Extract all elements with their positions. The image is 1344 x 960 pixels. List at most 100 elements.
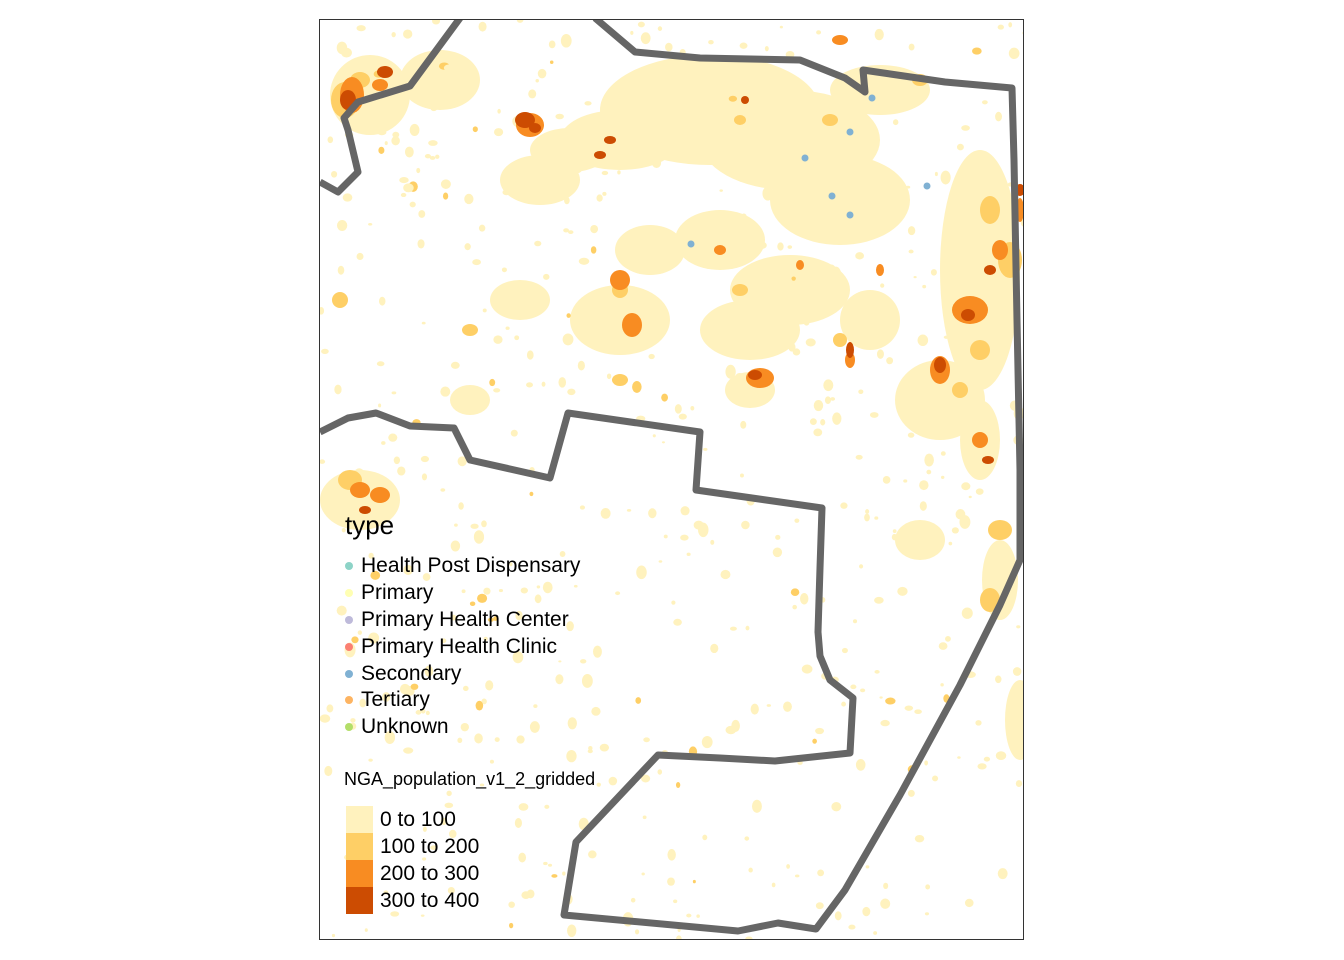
map-canvas[interactable] <box>320 20 1024 940</box>
population-cell <box>864 154 870 158</box>
population-cell <box>883 882 889 890</box>
population-cell <box>490 280 550 320</box>
population-cell <box>421 321 426 325</box>
population-cell <box>658 255 669 262</box>
population-cell <box>529 491 534 497</box>
population-cell <box>796 260 804 270</box>
population-cell <box>748 328 753 334</box>
population-cell <box>728 95 738 102</box>
population-cell <box>320 459 326 464</box>
population-cell <box>404 146 414 158</box>
population-cell <box>516 735 525 744</box>
population-cell <box>815 727 824 735</box>
population-cell <box>840 290 900 350</box>
population-cell <box>764 45 769 52</box>
population-cell <box>487 617 494 622</box>
population-cell <box>940 451 946 456</box>
population-cell <box>451 614 457 621</box>
population-cell <box>641 80 648 86</box>
population-cell <box>630 897 636 903</box>
population-cell <box>882 476 891 484</box>
population-cell <box>562 333 574 346</box>
population-cell <box>611 301 620 312</box>
population-cell <box>529 123 541 133</box>
pop-300-400-swatch <box>346 887 373 914</box>
population-cell <box>720 569 731 580</box>
population-cell <box>961 607 973 619</box>
population-cell <box>378 146 385 154</box>
population-cell <box>802 121 812 134</box>
population-cell <box>577 360 585 371</box>
population-cell <box>494 737 500 742</box>
population-cell <box>430 845 438 850</box>
population-cell <box>977 763 987 770</box>
population-cell <box>587 749 593 754</box>
population-cell <box>841 138 847 145</box>
population-cell <box>558 377 567 388</box>
population-cell <box>536 585 541 589</box>
population-cell <box>604 136 616 144</box>
population-cell <box>1005 680 1023 760</box>
population-cell <box>472 259 481 266</box>
population-cell <box>980 196 1000 224</box>
population-cell <box>879 696 883 699</box>
secondary-dot-icon <box>345 670 353 678</box>
population-cell <box>483 636 488 641</box>
population-cell <box>740 473 744 478</box>
population-cell <box>698 522 709 538</box>
population-cell <box>685 224 690 228</box>
population-cell <box>493 388 501 393</box>
population-cell <box>428 140 438 146</box>
population-cell <box>377 129 387 136</box>
population-cell <box>635 697 642 704</box>
population-cell <box>392 131 400 138</box>
population-cell <box>767 262 774 271</box>
population-cell <box>449 829 457 839</box>
population-cell <box>382 692 391 702</box>
population-cell <box>429 155 436 160</box>
population-cell <box>440 179 451 189</box>
population-cell <box>740 213 747 222</box>
population-cell <box>841 290 848 295</box>
population-cell <box>846 342 854 358</box>
population-cell <box>533 704 538 708</box>
population-cell <box>874 28 884 41</box>
health-facilities-layer <box>687 94 931 248</box>
population-cell <box>892 119 899 126</box>
population-cell <box>855 454 863 460</box>
population-cell <box>501 267 507 273</box>
map-panel[interactable] <box>319 19 1024 940</box>
population-cell <box>968 495 972 499</box>
population-cell <box>943 335 949 339</box>
legend-item-unknown: Unknown <box>345 714 449 740</box>
population-cell <box>555 113 564 120</box>
population-cell <box>873 931 878 935</box>
population-cell <box>370 570 381 580</box>
population-raster-layer <box>320 20 1023 939</box>
population-cell <box>926 469 932 475</box>
population-cell <box>535 79 539 83</box>
population-cell <box>403 747 414 754</box>
population-cell <box>790 588 800 596</box>
population-cell <box>832 412 842 425</box>
population-cell <box>714 85 724 96</box>
population-cell <box>567 717 577 730</box>
population-cell <box>895 360 985 440</box>
population-cell <box>787 245 793 249</box>
population-cell <box>859 564 864 569</box>
population-cell <box>747 83 757 93</box>
population-cell <box>356 252 364 261</box>
population-cell <box>853 209 859 216</box>
population-cell <box>651 157 662 169</box>
legend-item-primary: Primary <box>345 580 433 606</box>
population-cell <box>610 270 630 290</box>
legend-item-tertiary: Tertiary <box>345 687 430 713</box>
population-cell <box>961 125 970 131</box>
population-cell <box>637 99 642 105</box>
population-cell <box>886 328 895 339</box>
population-cell <box>416 167 421 174</box>
population-cell <box>378 403 382 408</box>
population-cell <box>558 660 562 663</box>
population-cell <box>341 527 346 533</box>
population-cell <box>663 534 668 539</box>
